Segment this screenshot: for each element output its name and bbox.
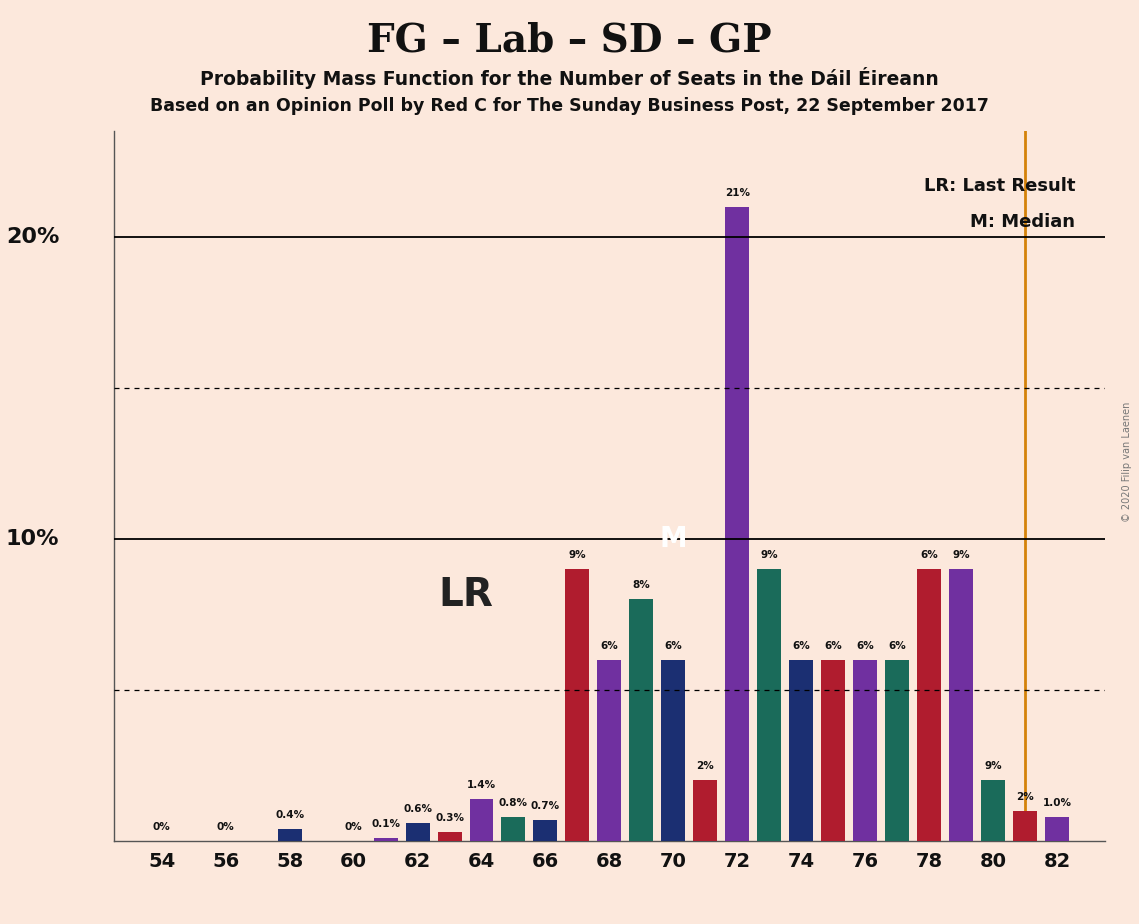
Text: 0.7%: 0.7% [531,800,560,810]
Bar [726,207,749,841]
Bar [278,829,302,841]
Text: 0.8%: 0.8% [499,797,528,808]
Bar [757,569,781,841]
Text: M: Median: M: Median [970,213,1075,231]
Text: 1.4%: 1.4% [467,780,497,789]
Text: 8%: 8% [632,580,650,590]
Text: 0.4%: 0.4% [276,809,304,820]
Bar [1013,810,1036,841]
Text: 6%: 6% [857,640,874,650]
Bar [405,822,429,841]
Bar [437,832,461,841]
Bar [1044,817,1068,841]
Text: 0%: 0% [216,821,235,832]
Text: 6%: 6% [664,640,682,650]
Text: Probability Mass Function for the Number of Seats in the Dáil Éireann: Probability Mass Function for the Number… [200,67,939,89]
Text: 1.0%: 1.0% [1042,797,1072,808]
Text: 9%: 9% [952,550,969,560]
Text: M: M [659,525,687,553]
Text: © 2020 Filip van Laenen: © 2020 Filip van Laenen [1122,402,1132,522]
Bar [533,820,557,841]
Bar [565,569,589,841]
Text: 0.3%: 0.3% [435,813,464,822]
Bar [374,838,398,841]
Bar [597,660,622,841]
Text: 6%: 6% [920,550,937,560]
Bar [981,781,1005,841]
Text: 6%: 6% [888,640,906,650]
Bar [917,569,941,841]
Text: 6%: 6% [600,640,618,650]
Text: LR: Last Result: LR: Last Result [924,177,1075,195]
Text: 21%: 21% [724,188,749,198]
Bar [694,781,718,841]
Text: 6%: 6% [825,640,842,650]
Text: 2%: 2% [696,761,714,772]
Text: 9%: 9% [568,550,587,560]
Text: 20%: 20% [6,227,59,247]
Text: Based on an Opinion Poll by Red C for The Sunday Business Post, 22 September 201: Based on an Opinion Poll by Red C for Th… [150,97,989,115]
Text: 0%: 0% [345,821,362,832]
Text: 0%: 0% [153,821,171,832]
Bar [885,660,909,841]
Text: LR: LR [439,577,493,614]
Bar [853,660,877,841]
Text: 2%: 2% [1016,792,1034,802]
Text: 6%: 6% [793,640,810,650]
Bar [789,660,813,841]
Text: 10%: 10% [6,529,59,549]
Text: 9%: 9% [761,550,778,560]
Text: 9%: 9% [984,761,1002,772]
Bar [501,817,525,841]
Text: 0.1%: 0.1% [371,819,400,829]
Bar [949,569,973,841]
Bar [821,660,845,841]
Text: 0.6%: 0.6% [403,804,432,814]
Bar [662,660,686,841]
Bar [630,600,654,841]
Bar [469,798,493,841]
Text: FG – Lab – SD – GP: FG – Lab – SD – GP [367,21,772,59]
